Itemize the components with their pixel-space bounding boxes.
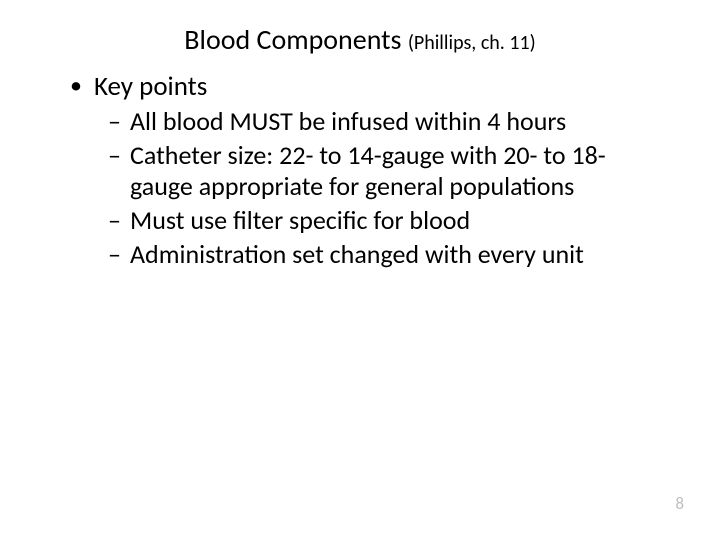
level2-text: Catheter size: 22- to 14-gauge with 20- …: [130, 139, 606, 203]
title-main: Blood Components: [184, 22, 408, 57]
bullet-level2: All blood MUST be infused within 4 hours: [108, 106, 628, 138]
bullet-level1: Key points: [70, 71, 668, 104]
bullet-level2: Catheter size: 22- to 14-gauge with 20- …: [108, 140, 628, 203]
slide-title: Blood Components (Phillips, ch. 11): [52, 22, 668, 57]
bullet-level2: Must use filter specific for blood: [108, 205, 628, 237]
slide: Blood Components (Phillips, ch. 11) Key …: [0, 0, 720, 540]
level2-wrap: All blood MUST be infused within 4 hours…: [70, 106, 668, 271]
level2-text: Must use filter specific for blood: [130, 204, 470, 236]
level2-text: Administration set changed with every un…: [130, 238, 584, 270]
page-number: 8: [675, 493, 684, 514]
level2-text: All blood MUST be infused within 4 hours: [130, 105, 566, 137]
bullet-level1-text: Key points: [94, 70, 207, 103]
title-sub: (Phillips, ch. 11): [408, 31, 536, 55]
bullet-level2: Administration set changed with every un…: [108, 239, 628, 271]
content-area: Key points All blood MUST be infused wit…: [52, 71, 668, 271]
